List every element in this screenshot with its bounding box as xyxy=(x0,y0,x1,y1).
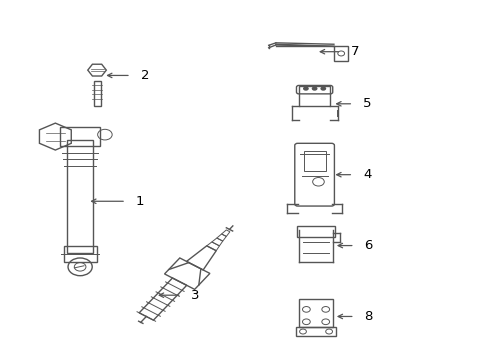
Bar xyxy=(295,327,336,336)
Bar xyxy=(63,246,97,261)
Text: 2: 2 xyxy=(140,69,149,82)
Text: 1: 1 xyxy=(136,195,144,208)
Text: 7: 7 xyxy=(350,45,359,58)
Bar xyxy=(299,299,332,327)
Bar xyxy=(67,140,93,253)
Circle shape xyxy=(311,86,317,91)
Text: 4: 4 xyxy=(362,168,370,181)
Bar xyxy=(303,151,325,171)
Bar xyxy=(298,86,329,106)
Bar xyxy=(333,46,348,60)
Text: 5: 5 xyxy=(362,97,371,110)
Circle shape xyxy=(303,86,308,91)
Text: 8: 8 xyxy=(364,310,372,323)
Bar xyxy=(60,127,100,146)
Circle shape xyxy=(320,86,325,91)
Bar xyxy=(296,226,335,237)
Bar xyxy=(93,81,101,106)
Text: 3: 3 xyxy=(191,289,200,302)
Text: 6: 6 xyxy=(364,239,372,252)
